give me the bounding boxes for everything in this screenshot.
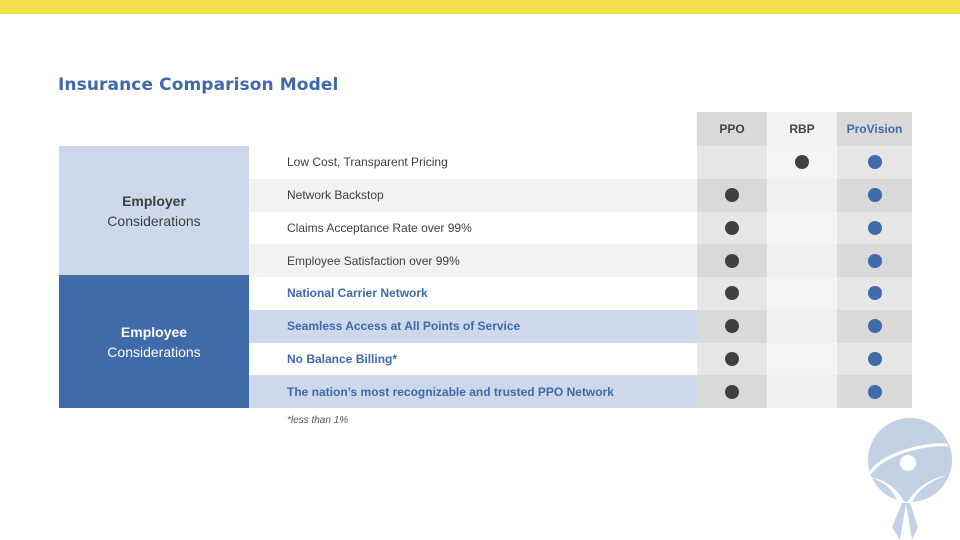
group-subtitle: Considerations	[107, 212, 201, 229]
cell-provision	[837, 244, 912, 277]
group-employer-considerations: Employer Considerations	[59, 146, 249, 275]
cell-provision	[837, 342, 912, 376]
check-dot-icon	[867, 286, 882, 301]
row-label: Employee Satisfaction over 99%	[287, 253, 460, 268]
row-label: No Balance Billing*	[287, 351, 398, 366]
cell-provision	[837, 277, 912, 310]
column-header-ppo: PPO	[697, 112, 767, 146]
check-dot-icon	[867, 220, 882, 235]
cell-ppo	[697, 178, 767, 212]
table-row: Claims Acceptance Rate over 99%	[249, 211, 912, 245]
table-row: Employee Satisfaction over 99%	[249, 244, 912, 277]
check-dot-icon	[725, 351, 739, 366]
column-header-rbp: RBP	[767, 112, 837, 146]
check-dot-icon	[867, 319, 882, 334]
check-dot-icon	[725, 286, 739, 301]
cell-ppo	[697, 375, 767, 408]
cell-rbp	[767, 178, 837, 212]
row-label: Low Cost, Transparent Pricing	[287, 155, 448, 170]
cell-ppo	[697, 309, 767, 343]
check-dot-icon	[867, 384, 882, 399]
table-row: The nation’s most recognizable and trust…	[249, 375, 912, 408]
row-label: Network Backstop	[287, 188, 384, 203]
group-employee-considerations: Employee Considerations	[59, 275, 249, 408]
cell-provision	[837, 178, 912, 212]
cell-ppo	[697, 277, 767, 310]
cell-rbp	[767, 211, 837, 245]
cell-rbp	[767, 375, 837, 408]
cell-ppo	[697, 146, 767, 179]
check-dot-icon	[725, 319, 739, 334]
check-dot-icon	[725, 384, 739, 399]
check-dot-icon	[725, 253, 739, 268]
cell-rbp	[767, 309, 837, 343]
cell-provision	[837, 309, 912, 343]
group-title: Employee	[120, 323, 188, 340]
table-row: No Balance Billing*	[249, 342, 912, 376]
table-row: Network Backstop	[249, 178, 912, 212]
check-dot-icon	[725, 220, 739, 235]
cell-rbp	[767, 146, 837, 179]
check-dot-icon	[867, 253, 882, 268]
group-subtitle: Considerations	[107, 343, 201, 360]
footnote: *less than 1%	[287, 415, 349, 426]
table-row: Seamless Access at All Points of Service	[249, 309, 912, 343]
cell-ppo	[697, 342, 767, 376]
cell-ppo	[697, 211, 767, 245]
cell-provision	[837, 146, 912, 179]
cell-ppo	[697, 244, 767, 277]
table-row: National Carrier Network	[249, 277, 912, 310]
cell-rbp	[767, 342, 837, 376]
cell-provision	[837, 375, 912, 408]
check-dot-icon	[795, 155, 809, 170]
row-label: The nation’s most recognizable and trust…	[287, 384, 614, 399]
check-dot-icon	[867, 155, 882, 170]
provision-logo-icon	[868, 418, 952, 540]
cell-rbp	[767, 277, 837, 310]
cell-rbp	[767, 244, 837, 277]
group-title: Employer	[122, 192, 186, 209]
check-dot-icon	[867, 188, 882, 203]
check-dot-icon	[867, 351, 882, 366]
page-title: Insurance Comparison Model	[58, 75, 339, 95]
top-accent-bar	[0, 0, 960, 14]
check-dot-icon	[725, 188, 739, 203]
row-label: Seamless Access at All Points of Service	[287, 319, 521, 334]
row-label: National Carrier Network	[287, 286, 428, 301]
table-row: Low Cost, Transparent Pricing	[249, 146, 912, 179]
row-label: Claims Acceptance Rate over 99%	[287, 220, 472, 235]
cell-provision	[837, 211, 912, 245]
column-header-provision: ProVision	[837, 112, 912, 146]
